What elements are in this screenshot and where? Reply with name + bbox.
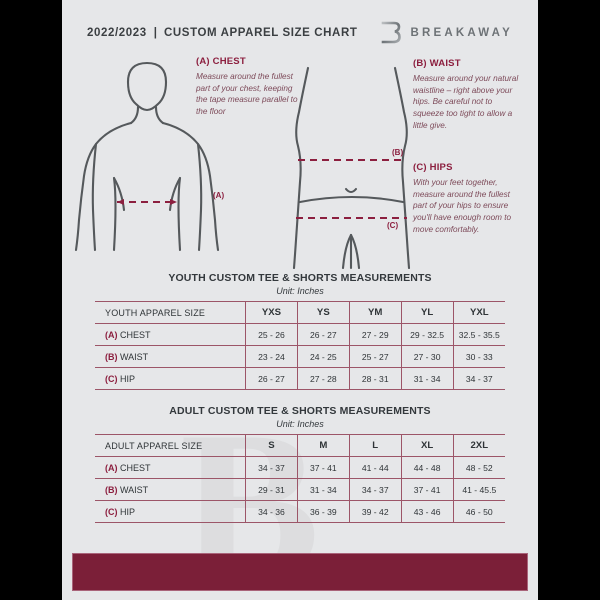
waist-marker-label: (B): [392, 148, 404, 157]
adult-cell-chest-2xl: 48 - 52: [453, 456, 505, 479]
youth-row-header-label: YOUTH APPAREL SIZE: [95, 301, 246, 324]
adult-cell-hip-l: 39 - 42: [349, 500, 402, 523]
adult-cell-hip-s: 34 - 36: [245, 500, 298, 523]
adult-cell-chest-xl: 44 - 48: [401, 456, 454, 479]
callout-hips-title: (C) HIPS: [413, 162, 453, 173]
table-row: (A) CHEST 25 - 26 26 - 27 27 - 29 29 - 32.5 3…: [95, 323, 505, 346]
page-title: CUSTOM APPAREL SIZE CHART: [164, 27, 358, 39]
row-tag: (C): [105, 506, 118, 517]
adult-cell-hip-m: 36 - 39: [297, 500, 350, 523]
youth-cell-waist-yl: 27 - 30: [401, 345, 454, 368]
youth-cell-chest-ys: 26 - 27: [297, 323, 350, 346]
row-tag: (A): [105, 462, 118, 473]
adult-row-header-label: ADULT APPAREL SIZE: [95, 434, 246, 457]
callout-waist: (B) WAIST Measure around your natural wa…: [413, 58, 523, 131]
adult-row-label-waist: (B) WAIST: [95, 478, 246, 501]
brand-name: BREAKAWAY: [410, 27, 513, 39]
youth-cell-waist-yxs: 23 - 24: [245, 345, 298, 368]
youth-cell-waist-yxl: 30 - 33: [453, 345, 505, 368]
adult-cell-waist-2xl: 41 - 45.5: [453, 478, 505, 501]
callout-waist-body: Measure around your natural waistline – …: [413, 74, 519, 130]
callout-hips-body: With your feet together, measure around …: [413, 178, 512, 234]
brand-lockup: BREAKAWAY: [379, 20, 513, 46]
size-chart-page: B 2022/2023 | CUSTOM APPAREL SIZE CHART: [62, 0, 538, 600]
adult-column-header-m: M: [297, 434, 350, 457]
row-tag: (B): [105, 484, 118, 495]
adult-cell-hip-2xl: 46 - 50: [453, 500, 505, 523]
callout-chest-title: (A) CHEST: [196, 56, 246, 67]
adult-column-header-s: S: [245, 434, 298, 457]
youth-table-title: YOUTH CUSTOM TEE & SHORTS MEASUREMENTS: [168, 272, 432, 284]
youth-header-row: YOUTH APPAREL SIZE YXS YS YM YL YXL: [95, 301, 505, 324]
chest-marker-label: (A): [213, 191, 225, 200]
youth-cell-chest-ym: 27 - 29: [349, 323, 402, 346]
youth-column-header-ym: YM: [349, 301, 402, 324]
adult-cell-waist-s: 29 - 31: [245, 478, 298, 501]
youth-column-header-ys: YS: [297, 301, 350, 324]
header-separator: |: [153, 27, 157, 39]
adult-cell-waist-m: 31 - 34: [297, 478, 350, 501]
hips-marker-label: (C): [387, 221, 399, 230]
youth-size-table-block: YOUTH CUSTOM TEE & SHORTS MEASUREMENTS U…: [95, 272, 505, 390]
callout-chest-body: Measure around the fullest part of your …: [196, 72, 298, 116]
adult-column-header-xl: XL: [401, 434, 454, 457]
adult-table-unit: Unit: Inches: [276, 419, 324, 429]
adult-column-header-2xl: 2XL: [453, 434, 505, 457]
page-header: 2022/2023 | CUSTOM APPAREL SIZE CHART: [62, 20, 538, 46]
youth-cell-hip-yxl: 34 - 37: [453, 367, 505, 390]
table-row: (B) WAIST 29 - 31 31 - 34 34 - 37 37 - 41 41 …: [95, 478, 505, 501]
adult-row-label-chest: (A) CHEST: [95, 456, 246, 479]
youth-cell-chest-yxl: 32.5 - 35.5: [453, 323, 505, 346]
youth-cell-hip-yxs: 26 - 27: [245, 367, 298, 390]
youth-cell-hip-yl: 31 - 34: [401, 367, 454, 390]
adult-cell-chest-m: 37 - 41: [297, 456, 350, 479]
youth-cell-waist-ys: 24 - 25: [297, 345, 350, 368]
youth-cell-chest-yxs: 25 - 26: [245, 323, 298, 346]
adult-row-label-hip: (C) HIP: [95, 500, 246, 523]
adult-size-table: ADULT APPAREL SIZE S M L XL 2XL (A) CHEST 34 - …: [95, 434, 505, 523]
youth-cell-waist-ym: 25 - 27: [349, 345, 402, 368]
youth-column-header-yl: YL: [401, 301, 454, 324]
callout-hips: (C) HIPS With your feet together, measur…: [413, 162, 526, 235]
table-row: (C) HIP 26 - 27 27 - 28 28 - 31 31 - 34 34 - …: [95, 367, 505, 390]
table-row: (A) CHEST 34 - 37 37 - 41 41 - 44 44 - 48 48 …: [95, 456, 505, 479]
youth-cell-hip-ym: 28 - 31: [349, 367, 402, 390]
measurement-diagram: (A) (B) (C) (A) CHEST Measure around the…: [62, 50, 538, 272]
adult-cell-waist-xl: 37 - 41: [401, 478, 454, 501]
row-tag: (B): [105, 351, 118, 362]
callout-chest: (A) CHEST Measure around the fullest par…: [196, 56, 304, 118]
footer-accent-bar: [72, 553, 528, 591]
header-season: 2022/2023: [87, 27, 147, 39]
youth-row-label-hip: (C) HIP: [95, 367, 246, 390]
youth-row-label-chest: (A) CHEST: [95, 323, 246, 346]
table-row: (B) WAIST 23 - 24 24 - 25 25 - 27 27 - 30 30 …: [95, 345, 505, 368]
adult-cell-waist-l: 34 - 37: [349, 478, 402, 501]
youth-cell-chest-yl: 29 - 32.5: [401, 323, 454, 346]
table-row: (C) HIP 34 - 36 36 - 39 39 - 42 43 - 46 46 - …: [95, 500, 505, 523]
youth-row-label-waist: (B) WAIST: [95, 345, 246, 368]
adult-table-title: ADULT CUSTOM TEE & SHORTS MEASUREMENTS: [169, 405, 431, 417]
youth-size-table: YOUTH APPAREL SIZE YXS YS YM YL YXL (A) CHEST 2…: [95, 301, 505, 390]
adult-cell-chest-s: 34 - 37: [245, 456, 298, 479]
row-tag: (A): [105, 329, 118, 340]
breakaway-b-monogram-icon: [379, 20, 402, 46]
adult-column-header-l: L: [349, 434, 402, 457]
row-tag: (C): [105, 373, 118, 384]
youth-cell-hip-ys: 27 - 28: [297, 367, 350, 390]
youth-column-header-yxs: YXS: [245, 301, 298, 324]
youth-column-header-yxl: YXL: [453, 301, 505, 324]
callout-waist-title: (B) WAIST: [413, 58, 461, 69]
youth-table-unit: Unit: Inches: [276, 286, 324, 296]
adult-header-row: ADULT APPAREL SIZE S M L XL 2XL: [95, 434, 505, 457]
adult-cell-hip-xl: 43 - 46: [401, 500, 454, 523]
adult-cell-chest-l: 41 - 44: [349, 456, 402, 479]
adult-size-table-block: ADULT CUSTOM TEE & SHORTS MEASUREMENTS U…: [95, 405, 505, 523]
body-figures: [74, 61, 411, 270]
